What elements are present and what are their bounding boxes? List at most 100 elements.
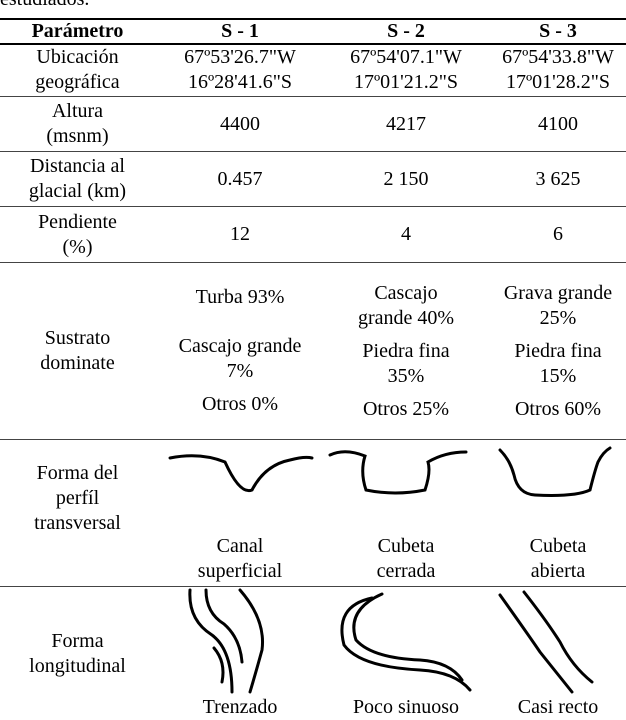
cell-text: 17º01'21.2"S: [353, 71, 459, 93]
rule: [0, 206, 626, 207]
header-cell: S - 3: [490, 19, 626, 43]
longitudinal-sketch: [188, 588, 234, 694]
cell-text: 67º54'33.8"W: [502, 46, 614, 68]
table-cell: Cubeta cerrada: [322, 440, 490, 586]
cell-text: 6: [553, 223, 563, 245]
cell-group: Cascajo grande 7%: [179, 334, 302, 384]
cell-text: 4: [401, 223, 411, 245]
longitudinal-sketch: [340, 596, 472, 692]
table-cell: 6: [490, 207, 626, 262]
table-cell: Grava grande 25% Piedra fina 15% Otros 60%: [490, 263, 626, 439]
cell-text: 67º54'07.1"W: [350, 46, 462, 68]
cell-text: 17º01'28.2"S: [505, 71, 611, 93]
cell-text: Otros 25%: [362, 397, 450, 420]
cell-text: Distancia al: [30, 155, 125, 177]
cell-text: Parámetro: [31, 19, 124, 42]
cell-text: S - 2: [387, 19, 425, 42]
table-cell: 3 625: [490, 152, 626, 206]
cell-text: 67º53'26.7"W: [184, 46, 296, 68]
cell-text: S - 1: [221, 19, 259, 42]
table-cell: Distancia al glacial (km): [0, 152, 155, 206]
rule: [0, 96, 626, 97]
cell-text: 25%: [539, 306, 577, 329]
rule: [0, 262, 626, 263]
caption-fragment: estudiados.: [0, 0, 89, 12]
cell-group: Otros 0%: [202, 392, 278, 417]
cell-text: 3 625: [535, 167, 581, 190]
longitudinal-sketch: [212, 646, 225, 684]
cell-text: Piedra fina: [514, 339, 602, 362]
longitudinal-sketch: [204, 588, 244, 664]
table-cell: 67º54'07.1"W 17º01'21.2"S: [322, 44, 490, 96]
cell-text: Casi recto: [517, 696, 599, 718]
cell-text: 12: [230, 223, 250, 245]
cell-group: Cascajo grande 40%: [358, 281, 454, 331]
cell-text: Cascajo grande: [178, 335, 302, 357]
cell-text: Turba 93%: [195, 286, 285, 308]
table-cell: Poco sinuoso: [322, 587, 490, 720]
cell-text: 35%: [387, 364, 425, 387]
table-cell: Sustrato dominate: [0, 263, 155, 439]
cell-text: glacial (km): [28, 180, 127, 202]
rule: [0, 43, 626, 45]
cell-text: 0.457: [217, 167, 263, 190]
table-cell: Casi recto: [490, 587, 626, 720]
cell-text: 4400: [220, 112, 260, 135]
cell-text: transversal: [34, 511, 121, 534]
cell-text: Altura: [51, 100, 104, 122]
cell-text: cerrada: [376, 560, 436, 582]
cell-text: Cascajo: [374, 281, 438, 304]
table-cell: Turba 93% Cascajo grande 7% Otros 0%: [158, 263, 322, 439]
cell-text: Pendiente: [38, 210, 117, 233]
cell-text: superficial: [197, 560, 283, 582]
cell-text: (msnm): [46, 125, 109, 147]
cell-text: 7%: [226, 360, 254, 382]
cell-text: Canal: [216, 535, 264, 557]
cell-text: 2 150: [383, 167, 429, 190]
longitudinal-sketch: [522, 590, 594, 684]
cell-text: Otros 60%: [514, 397, 602, 420]
cell-text: Otros 0%: [201, 393, 279, 415]
cell-text: 16º28'41.6"S: [187, 71, 293, 93]
rule: [0, 439, 626, 440]
longitudinal-sketch: [238, 588, 265, 694]
cell-text: Forma: [51, 629, 104, 652]
header-cell: S - 2: [322, 19, 490, 43]
cell-text: Cubeta: [529, 535, 587, 557]
table-cell: 4400: [158, 97, 322, 151]
table-cell: Pendiente (%): [0, 207, 155, 262]
cell-text: S - 3: [539, 19, 577, 42]
cell-group: Otros 60%: [515, 397, 601, 422]
cell-text: perfíl: [55, 486, 100, 509]
table-cell: 12: [158, 207, 322, 262]
table-cell: 67º53'26.7"W 16º28'41.6"S: [158, 44, 322, 96]
cell-group: Piedra fina 35%: [362, 339, 449, 389]
cell-text: grande 40%: [357, 306, 455, 329]
cell-text: Cubeta: [377, 535, 435, 557]
table-cell: 67º54'33.8"W 17º01'28.2"S: [490, 44, 626, 96]
cell-group: Grava grande 25%: [504, 281, 612, 331]
table-cell: Forma longitudinal: [0, 587, 155, 720]
cell-text: Ubicación: [36, 46, 119, 68]
cell-text: 15%: [539, 364, 577, 387]
cell-group: Turba 93%: [196, 285, 285, 310]
cell-text: Forma del: [36, 461, 119, 484]
cell-text: longitudinal: [29, 654, 126, 677]
table-cell: 4217: [322, 97, 490, 151]
table-cell: 2 150: [322, 152, 490, 206]
longitudinal-sketch: [498, 593, 574, 694]
cell-text: Sustrato: [44, 327, 111, 349]
table-cell: Forma del perfíl transversal: [0, 440, 155, 586]
rule: [0, 151, 626, 152]
table-cell: Trenzado: [158, 587, 322, 720]
rule: [0, 586, 626, 587]
cell-text: Poco sinuoso: [352, 696, 460, 718]
profile-sketch: [328, 450, 468, 495]
table-cell: 4100: [490, 97, 626, 151]
table-cell: Cascajo grande 40% Piedra fina 35% Otros 25%: [322, 263, 490, 439]
header-cell: Parámetro: [0, 19, 155, 43]
cell-text: Piedra fina: [362, 339, 450, 362]
cell-text: 4100: [538, 112, 578, 135]
